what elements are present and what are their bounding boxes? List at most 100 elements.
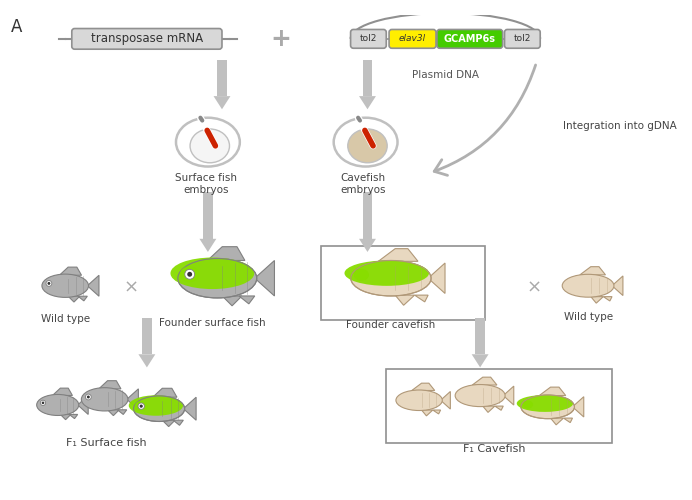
Text: Surface fish
embryos: Surface fish embryos bbox=[175, 173, 237, 195]
Polygon shape bbox=[199, 239, 217, 252]
Polygon shape bbox=[483, 406, 495, 412]
Polygon shape bbox=[412, 383, 435, 390]
Bar bbox=[143, 318, 152, 354]
FancyBboxPatch shape bbox=[72, 28, 222, 49]
Bar bbox=[363, 60, 372, 96]
Ellipse shape bbox=[180, 266, 199, 282]
Text: Integration into gDNA: Integration into gDNA bbox=[563, 121, 677, 131]
Polygon shape bbox=[428, 263, 445, 294]
Polygon shape bbox=[107, 410, 119, 416]
Bar bbox=[475, 318, 485, 354]
FancyBboxPatch shape bbox=[389, 30, 436, 48]
Text: ×: × bbox=[123, 278, 138, 296]
Text: F₁ Surface fish: F₁ Surface fish bbox=[66, 438, 147, 448]
Polygon shape bbox=[153, 388, 177, 397]
Ellipse shape bbox=[334, 118, 397, 166]
FancyBboxPatch shape bbox=[351, 30, 386, 48]
Text: +: + bbox=[271, 27, 291, 51]
Circle shape bbox=[185, 270, 194, 279]
Text: Wild type: Wild type bbox=[41, 314, 90, 324]
Text: elav3l: elav3l bbox=[399, 34, 426, 43]
Polygon shape bbox=[441, 392, 450, 409]
Polygon shape bbox=[118, 410, 127, 414]
Ellipse shape bbox=[134, 396, 185, 421]
Ellipse shape bbox=[523, 400, 533, 408]
Ellipse shape bbox=[37, 394, 79, 415]
Polygon shape bbox=[127, 389, 138, 410]
FancyArrowPatch shape bbox=[434, 65, 536, 176]
Text: Cavefish
embryos: Cavefish embryos bbox=[340, 173, 385, 195]
Ellipse shape bbox=[82, 388, 128, 411]
Ellipse shape bbox=[170, 258, 254, 289]
Polygon shape bbox=[214, 96, 230, 110]
Circle shape bbox=[138, 403, 145, 409]
Circle shape bbox=[87, 396, 90, 398]
Ellipse shape bbox=[521, 395, 574, 418]
Polygon shape bbox=[87, 276, 99, 296]
Polygon shape bbox=[359, 239, 376, 252]
Text: ×: × bbox=[526, 278, 541, 296]
Ellipse shape bbox=[178, 258, 257, 298]
Ellipse shape bbox=[396, 390, 442, 410]
Polygon shape bbox=[138, 354, 155, 368]
Ellipse shape bbox=[135, 401, 147, 411]
Text: Plasmid DNA: Plasmid DNA bbox=[412, 70, 479, 80]
FancyBboxPatch shape bbox=[437, 30, 502, 48]
Circle shape bbox=[46, 280, 52, 286]
Ellipse shape bbox=[348, 129, 388, 163]
Polygon shape bbox=[239, 296, 255, 304]
Polygon shape bbox=[472, 354, 489, 368]
Text: transposase mRNA: transposase mRNA bbox=[91, 32, 203, 46]
Ellipse shape bbox=[42, 274, 89, 297]
Bar bbox=[320, 246, 485, 320]
Bar bbox=[217, 60, 227, 96]
Ellipse shape bbox=[129, 396, 183, 415]
Polygon shape bbox=[612, 276, 623, 295]
Ellipse shape bbox=[190, 129, 230, 163]
Circle shape bbox=[140, 404, 143, 408]
Polygon shape bbox=[421, 410, 432, 416]
Polygon shape bbox=[539, 387, 566, 396]
Text: Wild type: Wild type bbox=[563, 312, 612, 322]
Polygon shape bbox=[379, 248, 418, 262]
Polygon shape bbox=[173, 420, 183, 426]
Polygon shape bbox=[495, 406, 503, 410]
Polygon shape bbox=[99, 380, 121, 389]
Text: GCAMP6s: GCAMP6s bbox=[444, 34, 495, 44]
Ellipse shape bbox=[562, 274, 614, 297]
Circle shape bbox=[85, 394, 91, 400]
Polygon shape bbox=[395, 295, 415, 306]
Text: Founder cavefish: Founder cavefish bbox=[346, 320, 435, 330]
Circle shape bbox=[40, 400, 46, 406]
Polygon shape bbox=[183, 397, 196, 420]
Text: F₁ Cavefish: F₁ Cavefish bbox=[463, 444, 525, 454]
Circle shape bbox=[42, 402, 44, 404]
Ellipse shape bbox=[176, 118, 240, 166]
Bar bbox=[386, 370, 612, 442]
Polygon shape bbox=[415, 295, 428, 302]
Polygon shape bbox=[572, 396, 584, 417]
Polygon shape bbox=[580, 266, 606, 275]
Polygon shape bbox=[551, 418, 563, 425]
Ellipse shape bbox=[351, 260, 431, 296]
Polygon shape bbox=[603, 296, 612, 301]
Polygon shape bbox=[222, 296, 242, 306]
Bar bbox=[203, 192, 212, 239]
Polygon shape bbox=[503, 386, 513, 405]
Text: tol2: tol2 bbox=[513, 34, 531, 43]
Text: tol2: tol2 bbox=[360, 34, 377, 43]
Polygon shape bbox=[68, 296, 80, 302]
Polygon shape bbox=[255, 260, 275, 296]
Polygon shape bbox=[60, 414, 71, 420]
Ellipse shape bbox=[354, 269, 369, 281]
Polygon shape bbox=[563, 418, 572, 422]
Polygon shape bbox=[163, 420, 175, 426]
Polygon shape bbox=[208, 246, 245, 260]
Polygon shape bbox=[60, 267, 82, 276]
Circle shape bbox=[188, 272, 192, 277]
Ellipse shape bbox=[455, 384, 505, 406]
Text: Founder surface fish: Founder surface fish bbox=[159, 318, 266, 328]
Polygon shape bbox=[359, 96, 376, 110]
Polygon shape bbox=[472, 377, 497, 385]
Polygon shape bbox=[53, 388, 73, 396]
